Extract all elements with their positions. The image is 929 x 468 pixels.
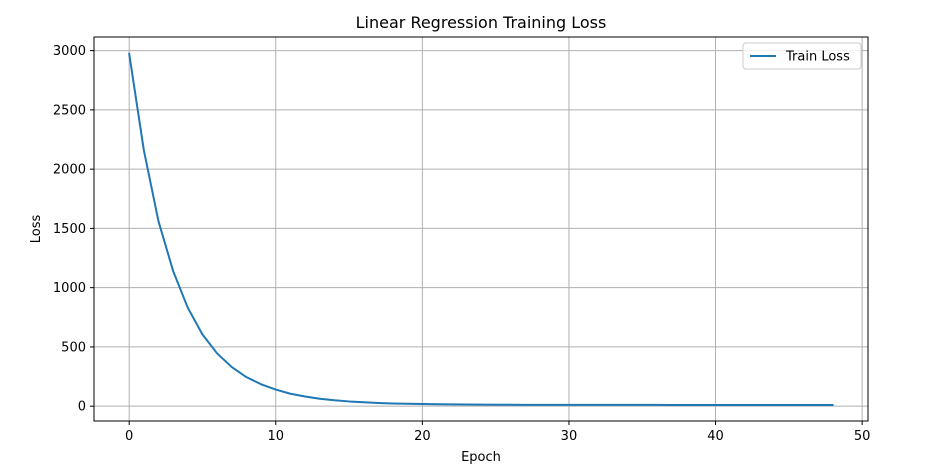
x-tick-label: 40	[707, 429, 724, 444]
y-tick-label: 1500	[53, 222, 86, 237]
y-tick-label: 2000	[53, 163, 86, 178]
plot-frame	[93, 36, 869, 422]
y-tick-label: 500	[61, 340, 86, 355]
legend-box	[742, 42, 862, 70]
x-axis-title: Epoch	[461, 450, 501, 465]
chart-title: Linear Regression Training Loss	[356, 13, 607, 32]
x-tick-label: 30	[561, 429, 578, 444]
y-tick-label: 0	[78, 400, 86, 415]
x-tick-label: 10	[267, 429, 284, 444]
x-tick-label: 50	[854, 429, 871, 444]
y-tick-label: 1000	[53, 281, 86, 296]
y-tick-label: 2500	[53, 103, 86, 118]
y-axis-title: Loss	[29, 215, 44, 244]
series-line-train-loss	[128, 52, 834, 406]
legend: Train Loss	[742, 42, 862, 70]
series-layer	[128, 52, 834, 406]
legend-label-train-loss: Train Loss	[785, 50, 850, 65]
x-tick-label: 0	[125, 429, 133, 444]
x-tick-label: 20	[414, 429, 431, 444]
y-tick-label: 3000	[53, 44, 86, 59]
grid-layer	[94, 37, 868, 421]
